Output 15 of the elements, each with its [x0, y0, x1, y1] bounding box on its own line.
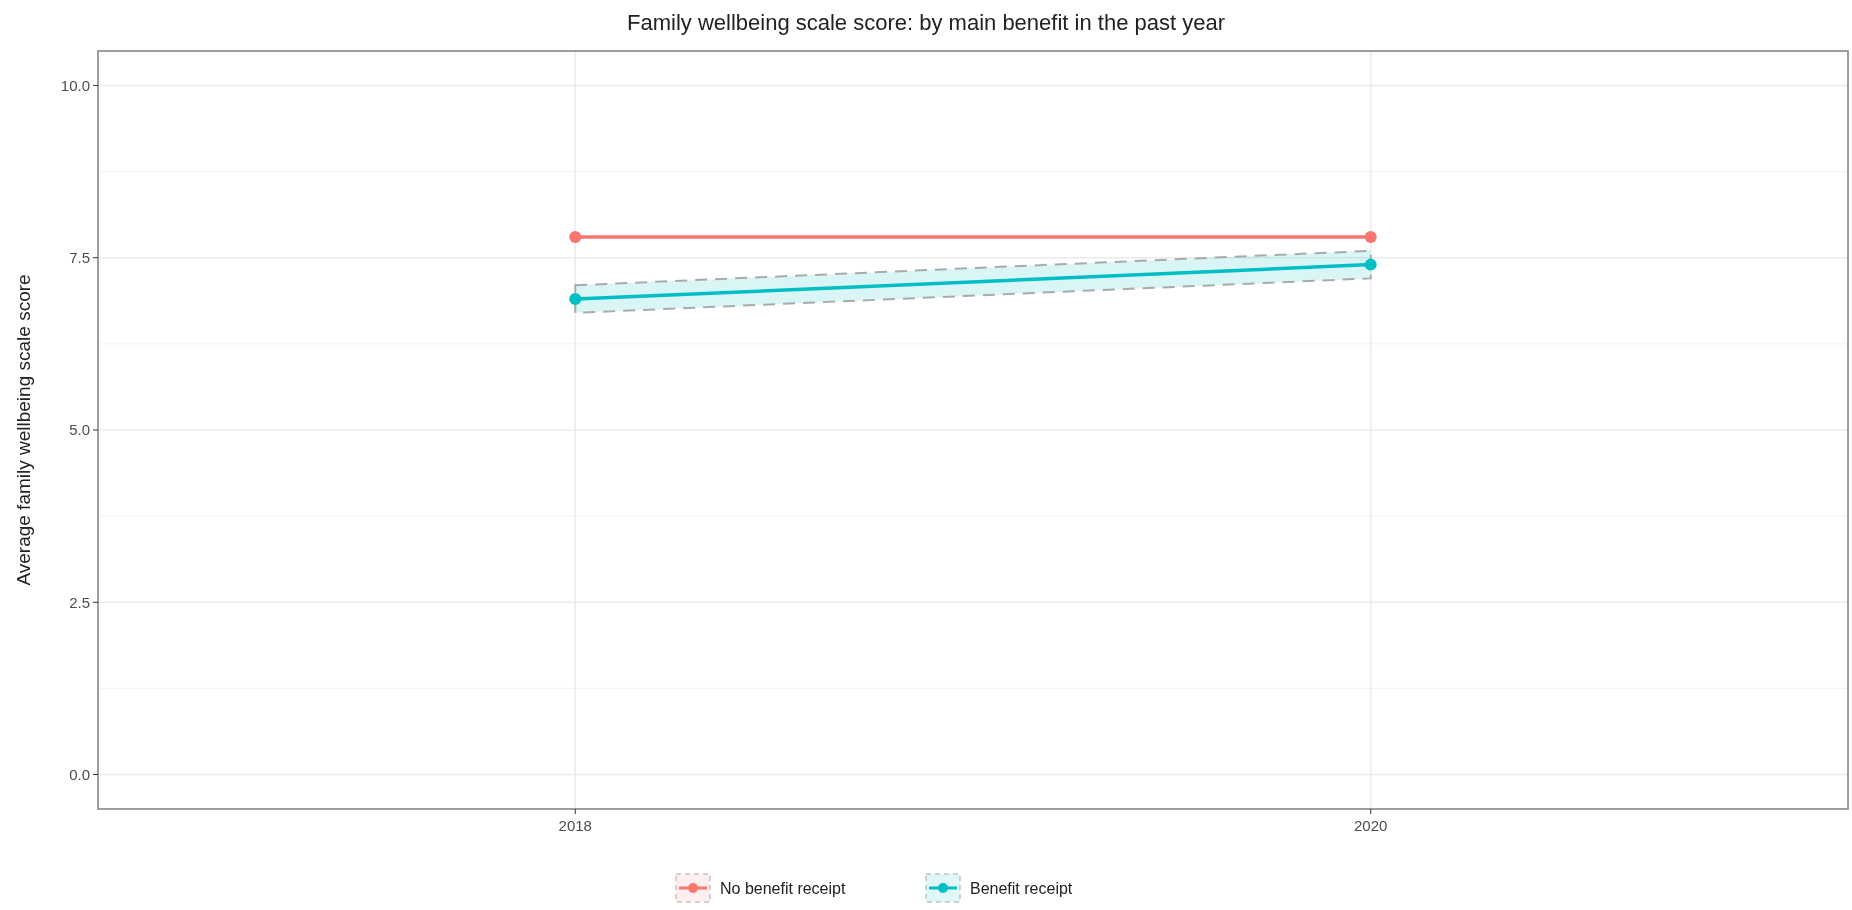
- legend-label: Benefit receipt: [970, 879, 1073, 897]
- legend-label: No benefit receipt: [720, 879, 846, 897]
- point: [569, 293, 582, 306]
- y-tick-label: 10.0: [60, 76, 90, 94]
- point: [1364, 231, 1377, 244]
- y-tick-label: 2.5: [69, 593, 90, 611]
- y-tick-label: 7.5: [69, 248, 90, 266]
- point: [1364, 258, 1377, 271]
- y-tick-label: 0.0: [69, 765, 90, 783]
- x-tick-label: 2020: [1354, 817, 1388, 834]
- y-axis-title: Average family wellbeing scale score: [13, 274, 34, 586]
- chart-title: Family wellbeing scale score: by main benefit in the past year: [627, 10, 1225, 35]
- x-tick-label: 2018: [558, 817, 592, 834]
- point: [569, 231, 582, 244]
- y-tick-label: 5.0: [69, 421, 90, 439]
